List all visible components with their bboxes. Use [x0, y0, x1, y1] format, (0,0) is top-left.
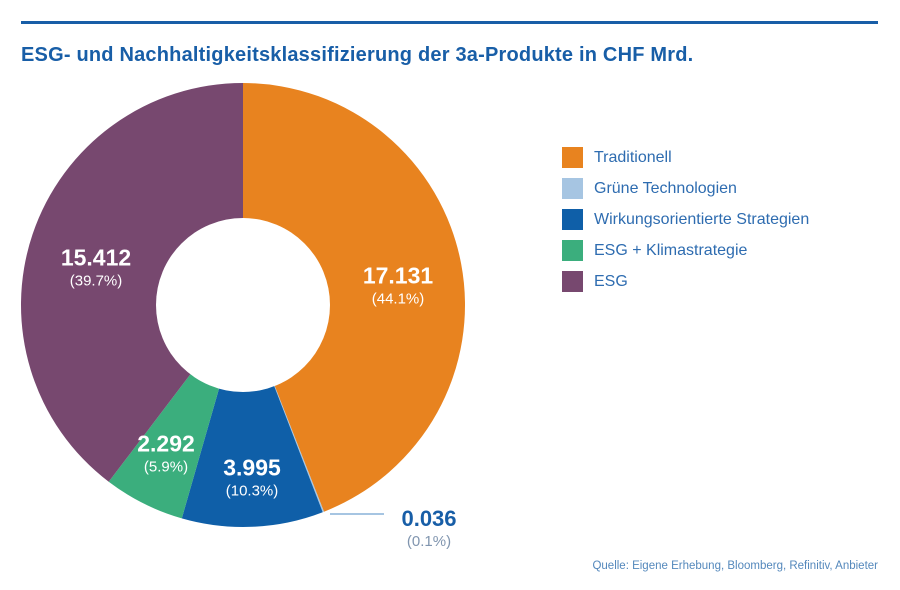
legend-item-wirkungsorientierte-strategien: Wirkungsorientierte Strategien: [562, 209, 809, 230]
slice-label-esg: 15.412 (39.7%): [61, 243, 131, 291]
legend-swatch: [562, 178, 583, 199]
page-title: ESG- und Nachhaltigkeitsklassifizierung …: [21, 44, 694, 67]
slice-percent: (0.1%): [406, 532, 452, 550]
legend-label: ESG: [594, 272, 628, 290]
slice-label-gr-ne-technologien: 0.036 (0.1%): [401, 505, 456, 551]
legend-swatch: [562, 209, 583, 230]
slice-value: 2.292: [137, 430, 195, 457]
legend-item-traditionell: Traditionell: [562, 147, 809, 168]
pie-slice-esg: [20, 83, 243, 482]
legend-label: Wirkungsorientierte Strategien: [594, 210, 810, 228]
legend-label: Traditionell: [594, 148, 672, 166]
legend: Traditionell Grüne Technologien Wirkungsor…: [562, 147, 809, 302]
slice-percent: (10.3%): [225, 482, 279, 499]
slice-percent: (44.1%): [371, 290, 425, 307]
slice-label-esg-klimastrategie: 2.292 (5.9%): [137, 429, 195, 477]
legend-item-gr-ne-technologien: Grüne Technologien: [562, 178, 809, 199]
pie-slice-traditionell: [243, 83, 466, 512]
slice-percent: (5.9%): [143, 458, 189, 475]
legend-item-esg: ESG: [562, 271, 809, 292]
slice-percent: (39.7%): [69, 272, 123, 289]
legend-label: ESG + Klimastrategie: [594, 241, 748, 259]
slice-value: 15.412: [60, 244, 132, 271]
donut-hole: [156, 218, 330, 392]
slice-label-traditionell: 17.131 (44.1%): [363, 261, 433, 309]
slice-label-wirkungsorientierte-strategien: 3.995 (10.3%): [223, 453, 281, 501]
legend-label: Grüne Technologien: [594, 179, 737, 197]
slice-value: 17.131: [362, 262, 434, 289]
source-note: Quelle: Eigene Erhebung, Bloomberg, Refi…: [592, 560, 878, 572]
legend-swatch: [562, 147, 583, 168]
legend-item-esg-klimastrategie: ESG + Klimastrategie: [562, 240, 809, 261]
slice-value: 3.995: [223, 454, 281, 481]
pie-slice-wirkungsorientierte-strategien: [181, 305, 323, 527]
slice-value: 0.036: [401, 505, 457, 531]
legend-swatch: [562, 240, 583, 261]
legend-swatch: [562, 271, 583, 292]
title-rule: [21, 21, 878, 24]
